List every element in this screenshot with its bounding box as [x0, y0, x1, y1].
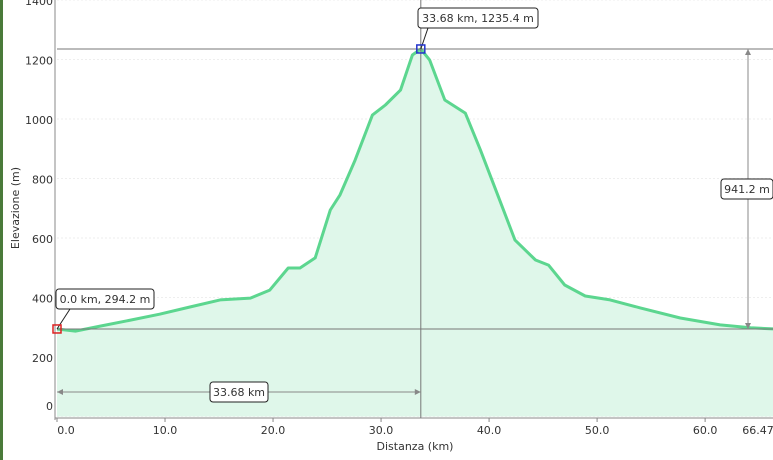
climb-label: 941.2 m	[724, 183, 770, 196]
x-tick-label: 50.0	[585, 424, 610, 437]
y-tick-label: 200	[32, 352, 53, 365]
x-tick-label: 66.47	[742, 424, 773, 437]
x-tick-label: 0.0	[57, 424, 75, 437]
distance-arrow-head	[414, 389, 421, 395]
elevation-line	[56, 47, 773, 333]
climb-arrow-head	[745, 48, 751, 55]
map-edge	[0, 0, 3, 460]
x-tick-label: 30.0	[369, 424, 394, 437]
marker-label-box	[55, 288, 155, 310]
y-tick-label: 1200	[25, 55, 53, 68]
distance-arrow-head	[57, 389, 63, 395]
x-tick-label: 10.0	[153, 424, 178, 437]
callout-pointer	[56, 308, 71, 330]
marker-label-box	[417, 7, 539, 29]
y-tick-label: 0	[46, 400, 53, 413]
x-tick-label: 20.0	[261, 424, 286, 437]
area-fill	[57, 49, 773, 417]
climb-arrow-head	[745, 322, 751, 329]
distance-label-box	[209, 381, 269, 403]
y-tick-label: 600	[32, 233, 53, 246]
marker	[52, 324, 62, 334]
y-tick-label: 400	[32, 293, 53, 306]
marker-label: 33.68 km, 1235.4 m	[422, 12, 534, 25]
x-axis-label: Distanza (km)	[377, 440, 454, 453]
x-tick-label: 40.0	[477, 424, 502, 437]
marker-label: 0.0 km, 294.2 m	[60, 293, 151, 306]
y-tick-label: 1400	[25, 0, 53, 8]
distance-label: 33.68 km	[213, 386, 265, 399]
y-tick-label: 1000	[25, 114, 53, 127]
x-tick-label: 60.0	[693, 424, 718, 437]
y-tick-label: 800	[32, 174, 53, 187]
y-axis-label: Elevazione (m)	[9, 167, 22, 249]
climb-label-box	[720, 178, 773, 200]
marker	[416, 44, 426, 54]
